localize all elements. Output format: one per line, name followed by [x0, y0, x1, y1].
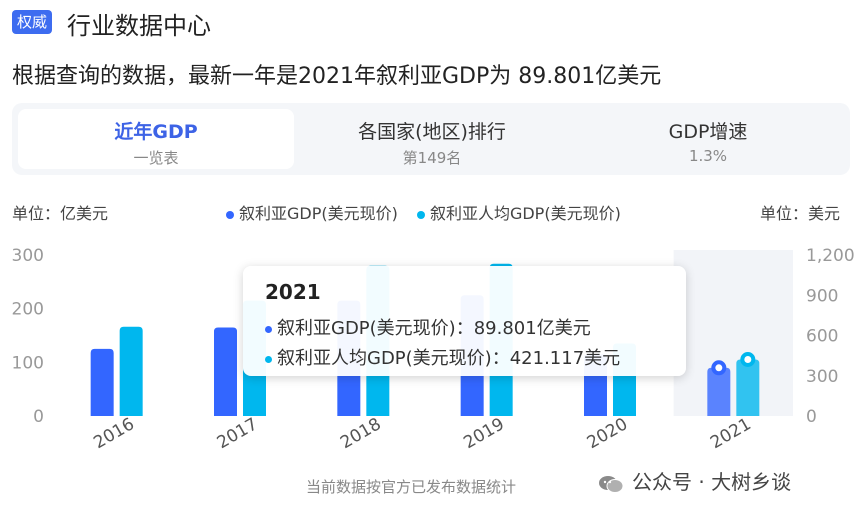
- x-axis-tick-label: 2020: [584, 414, 631, 453]
- highlight-band: [673, 250, 793, 416]
- legend-dot-icon: [226, 210, 234, 219]
- tab-country-ranking[interactable]: 各国家(地区)排行 第149名: [294, 109, 570, 169]
- tooltip-title: 2021: [265, 280, 321, 304]
- tab-label: 近年GDP: [114, 121, 198, 143]
- tab-label: GDP增速: [668, 121, 748, 143]
- watermark-text: 公众号 · 大树乡谈: [632, 470, 792, 494]
- tab-gdp-growth[interactable]: GDP增速 1.3%: [570, 109, 846, 169]
- bar-chart: 300 200 100 0 1,200 900 600 300 0 2016 2017 2018 201…: [12, 246, 855, 453]
- tooltip-dot-icon: [265, 355, 272, 363]
- left-axis-tick-label: 200: [12, 300, 44, 320]
- bar-gdp: [214, 327, 237, 416]
- x-axis-tick-label: 2016: [90, 414, 137, 453]
- right-axis-tick-label: 0: [806, 407, 817, 427]
- wechat-icon: [599, 475, 624, 493]
- tooltip-dot-icon: [265, 325, 272, 333]
- left-axis-tick-label: 300: [12, 246, 44, 266]
- bar-per-capita: [119, 326, 143, 416]
- tooltip-row-gdp: 叙利亚GDP(美元现价)：89.801亿美元: [265, 314, 591, 340]
- page-title: 行业数据中心: [67, 12, 211, 40]
- authority-badge: 权威: [12, 10, 53, 34]
- data-source-note: 当前数据按官方已发布数据统计: [306, 478, 517, 496]
- tab-label: 各国家(地区)排行: [358, 121, 506, 143]
- bar-gdp: [707, 367, 731, 416]
- chart-tooltip: 2021 叙利亚GDP(美元现价)：89.801亿美元 叙利亚人均GDP(美元现…: [243, 266, 686, 376]
- right-axis-tick-label: 1,200: [806, 246, 855, 266]
- legend-label: 叙利亚人均GDP(美元现价): [429, 204, 621, 223]
- left-axis-unit: 单位：亿美元: [12, 204, 109, 223]
- right-axis-tick-label: 900: [806, 286, 838, 306]
- x-axis-tick-label: 2021: [707, 414, 754, 453]
- tab-sublabel: 第149名: [402, 149, 462, 167]
- legend-item-gdp[interactable]: 叙利亚GDP(美元现价): [226, 204, 398, 223]
- left-axis-tick-label: 100: [12, 353, 44, 373]
- highlight-point: [740, 352, 756, 368]
- chart-legend: 叙利亚GDP(美元现价) 叙利亚人均GDP(美元现价): [226, 200, 635, 224]
- bar-gdp: [90, 348, 114, 416]
- legend-item-per-capita[interactable]: 叙利亚人均GDP(美元现价): [416, 204, 621, 223]
- x-axis-tick-label: 2018: [337, 414, 384, 453]
- right-axis-unit: 单位：美元: [759, 204, 840, 223]
- highlight-point: [711, 360, 727, 376]
- right-axis-tick-label: 600: [806, 327, 838, 347]
- bar-per-capita: [736, 359, 760, 416]
- tooltip-row-per-capita: 叙利亚人均GDP(美元现价)：421.117美元: [265, 344, 620, 370]
- left-axis-tick-label: 0: [33, 407, 44, 427]
- legend-dot-icon: [416, 210, 425, 219]
- tab-sublabel: 一览表: [133, 149, 179, 167]
- right-axis-tick-label: 300: [806, 367, 838, 387]
- summary-text: 根据查询的数据，最新一年是2021年叙利亚GDP为 89.801亿美元: [12, 64, 662, 89]
- tab-bar: 近年GDP 一览表 各国家(地区)排行 第149名 GDP增速 1.3%: [12, 103, 850, 175]
- tooltip-row-text: 叙利亚GDP(美元现价)：89.801亿美元: [277, 318, 591, 339]
- tooltip-row-text: 叙利亚人均GDP(美元现价)：421.117美元: [277, 348, 621, 369]
- x-axis-tick-label: 2019: [460, 414, 507, 453]
- tab-recent-gdp[interactable]: 近年GDP 一览表: [18, 109, 294, 169]
- watermark: 公众号 · 大树乡谈: [598, 466, 791, 495]
- tab-sublabel: 1.3%: [688, 147, 728, 165]
- x-axis-tick-label: 2017: [214, 414, 261, 453]
- legend-label: 叙利亚GDP(美元现价): [239, 204, 398, 223]
